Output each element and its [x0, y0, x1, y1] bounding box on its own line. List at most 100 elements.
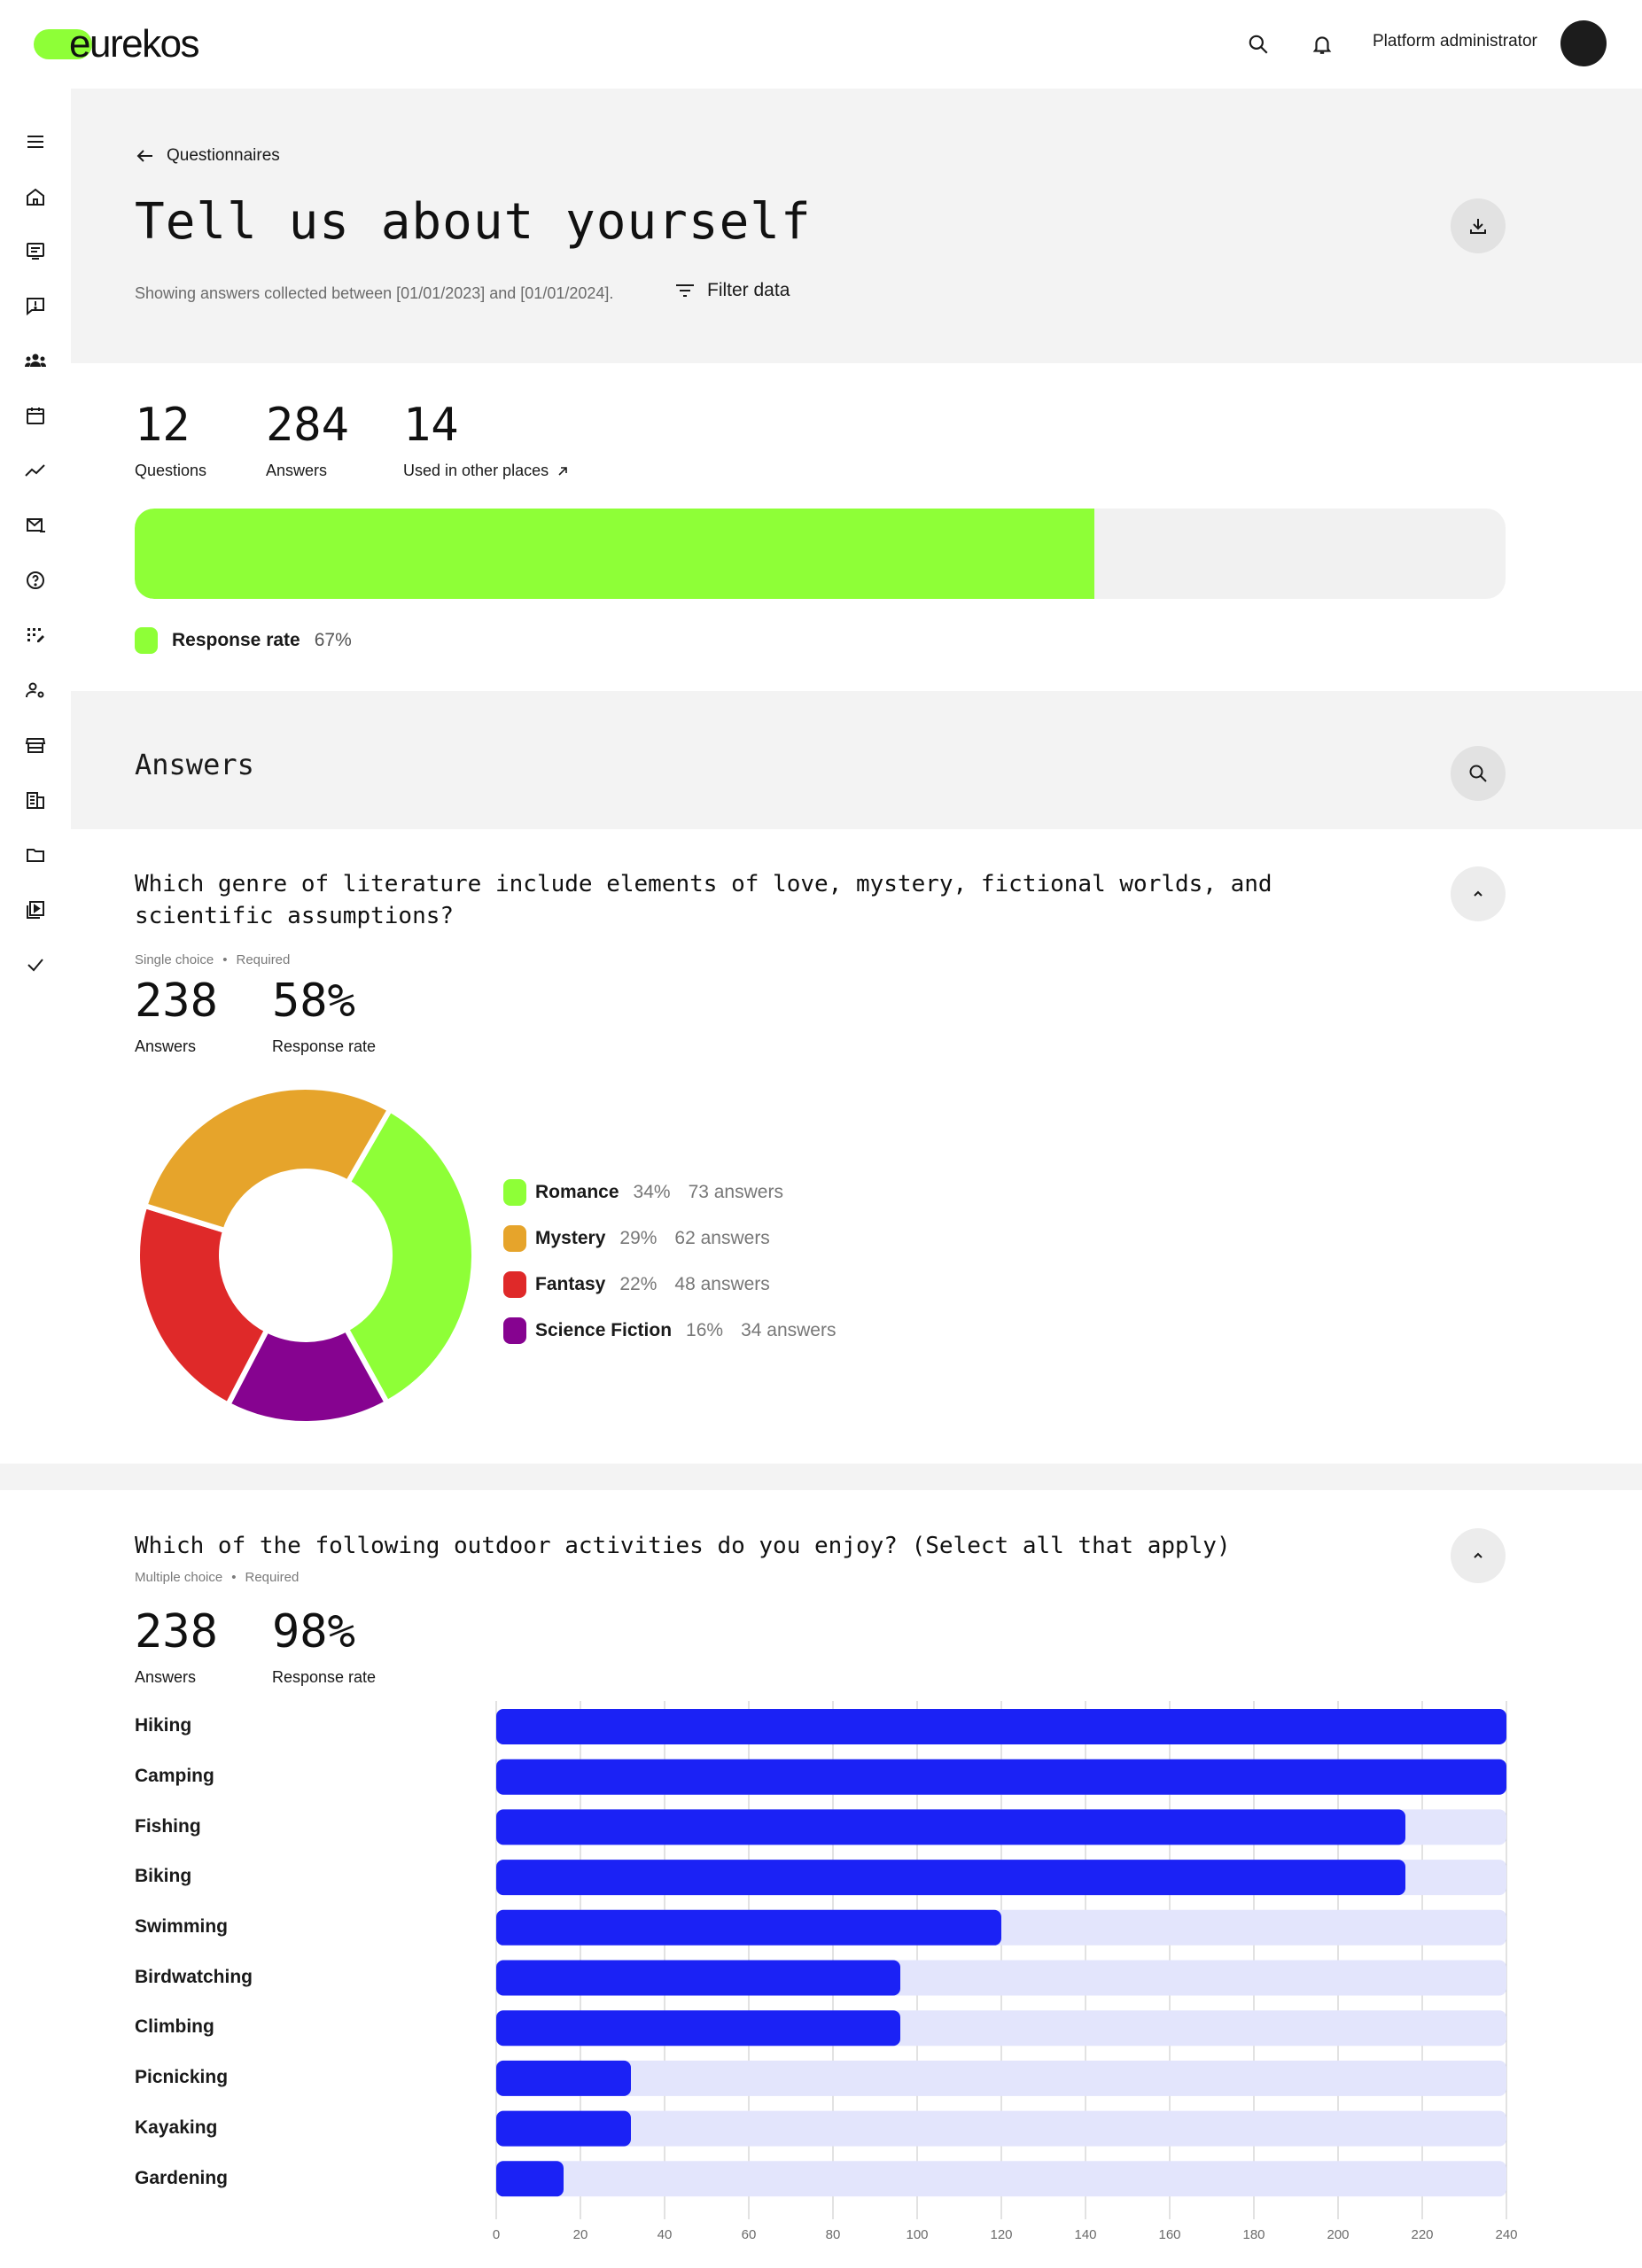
sidebar	[0, 89, 71, 975]
used-link[interactable]: Used in other places	[403, 462, 570, 480]
grid-edit-icon[interactable]	[18, 617, 53, 653]
question-1-rate-value: 58%	[272, 975, 355, 1028]
question-1-collapse-button[interactable]	[1451, 866, 1506, 921]
x-tick-label: 180	[1242, 2227, 1265, 2242]
meta-separator: •	[231, 1570, 237, 1585]
legend-item-mystery: Mystery 29% 62 answers	[503, 1216, 836, 1262]
users-icon[interactable]	[18, 343, 53, 378]
legend-swatch	[503, 1179, 526, 1206]
donut-slice-mystery[interactable]	[141, 1084, 394, 1234]
donut-slice-romance[interactable]	[342, 1106, 477, 1407]
legend-swatch	[503, 1317, 526, 1344]
feedback-icon[interactable]	[18, 288, 53, 323]
logo-text: eurekos	[69, 22, 200, 66]
question-1-rate-label: Response rate	[272, 1037, 377, 1055]
menu-icon[interactable]	[18, 124, 53, 159]
answers-count: 284	[266, 399, 349, 452]
download-button[interactable]	[1451, 198, 1506, 253]
search-icon[interactable]	[1241, 27, 1276, 62]
bar-fishing[interactable]	[496, 1809, 1405, 1845]
bar-picnicking[interactable]	[496, 2060, 631, 2096]
bar-camping[interactable]	[496, 1759, 1506, 1795]
building-icon[interactable]	[18, 782, 53, 818]
bar-swimming[interactable]	[496, 1909, 1001, 1946]
filter-icon	[676, 284, 694, 297]
store-icon[interactable]	[18, 727, 53, 763]
activities-bar-chart: 0 20 40 60 80 100 120 140 160 180 200 220 240	[493, 1701, 1518, 2242]
avatar[interactable]	[1560, 20, 1607, 66]
legend-count: 48 answers	[674, 1274, 770, 1294]
analytics-icon[interactable]	[18, 453, 53, 488]
bar-track	[496, 2110, 1506, 2147]
user-name[interactable]: Platform administrator	[1373, 32, 1537, 50]
help-icon[interactable]	[18, 563, 53, 598]
question-2-answers-count: 238	[135, 1605, 218, 1658]
used-count: 14	[403, 399, 459, 452]
bar-label-biking: Biking	[135, 1866, 192, 1887]
question-1-answers-label: Answers	[135, 1037, 197, 1055]
chevron-up-icon	[1474, 890, 1482, 897]
legend-percent: 16%	[686, 1320, 724, 1340]
genre-donut-chart	[135, 1084, 477, 1426]
bar-birdwatching[interactable]	[496, 1960, 900, 1996]
x-tick-label: 60	[742, 2227, 757, 2242]
x-tick-label: 20	[573, 2227, 588, 2242]
bar-track	[496, 2161, 1506, 2197]
used-label: Used in other places	[403, 462, 549, 479]
back-link[interactable]: Questionnaires	[135, 145, 280, 167]
bar-climbing[interactable]	[496, 2010, 900, 2047]
chevron-up-icon	[1474, 1552, 1482, 1558]
question-1-answers-count: 238	[135, 975, 218, 1028]
mail-icon[interactable]	[18, 508, 53, 543]
bar-kayaking[interactable]	[496, 2110, 631, 2147]
calendar-icon[interactable]	[18, 398, 53, 433]
question-2-required: Required	[245, 1570, 300, 1585]
filter-data-button[interactable]: Filter data	[673, 280, 790, 301]
search-icon	[1469, 765, 1487, 782]
question-1-title: Which genre of literature include elemen…	[135, 871, 1272, 929]
arrow-left-icon	[136, 150, 152, 162]
legend-item-fantasy: Fantasy 22% 48 answers	[503, 1262, 836, 1308]
x-tick-label: 120	[990, 2227, 1012, 2242]
question-2-title: Which of the following outdoor activitie…	[135, 1533, 1231, 1559]
logo[interactable]: eurekos	[34, 25, 200, 64]
bar-gardening[interactable]	[496, 2161, 564, 2197]
external-link-icon	[558, 466, 567, 476]
user-settings-icon[interactable]	[18, 672, 53, 708]
folder-icon[interactable]	[18, 837, 53, 873]
meta-separator: •	[222, 952, 228, 967]
bell-icon[interactable]	[1304, 27, 1340, 62]
bar-label-kayaking: Kayaking	[135, 2117, 218, 2138]
check-icon[interactable]	[18, 947, 53, 983]
donut-slice-fantasy[interactable]	[135, 1202, 271, 1409]
question-2-collapse-button[interactable]	[1451, 1528, 1506, 1583]
bar-biking[interactable]	[496, 1860, 1405, 1896]
question-2-answers-label: Answers	[135, 1668, 197, 1686]
questions-count: 12	[135, 399, 191, 452]
legend-name: Science Fiction	[535, 1320, 673, 1340]
x-tick-label: 100	[906, 2227, 928, 2242]
legend-name: Romance	[535, 1182, 619, 1202]
legend-percent: 22%	[619, 1274, 658, 1294]
question-2-meta: Multiple choice • Required	[135, 1570, 299, 1585]
response-rate-fill	[135, 509, 1094, 599]
download-icon	[1470, 219, 1486, 234]
answers-search-button[interactable]	[1451, 746, 1506, 801]
x-tick-label: 0	[493, 2227, 500, 2242]
legend-item-romance: Romance 34% 73 answers	[503, 1169, 836, 1216]
courses-icon[interactable]	[18, 233, 53, 268]
response-rate-legend: Response rate 67%	[135, 627, 352, 654]
questions-label: Questions	[135, 462, 207, 479]
legend-name: Mystery	[535, 1228, 606, 1248]
legend-count: 73 answers	[688, 1182, 783, 1202]
bar-hiking[interactable]	[496, 1709, 1506, 1744]
donut-slice-science-fiction[interactable]	[224, 1325, 391, 1426]
bar-track	[496, 2060, 1506, 2096]
page-header	[71, 89, 1642, 363]
bar-label-climbing: Climbing	[135, 2016, 214, 2038]
media-icon[interactable]	[18, 892, 53, 928]
top-bar: eurekos Platform administrator	[0, 0, 1642, 89]
answers-title: Answers	[135, 748, 254, 781]
home-icon[interactable]	[18, 179, 53, 214]
answers-label: Answers	[266, 462, 328, 479]
